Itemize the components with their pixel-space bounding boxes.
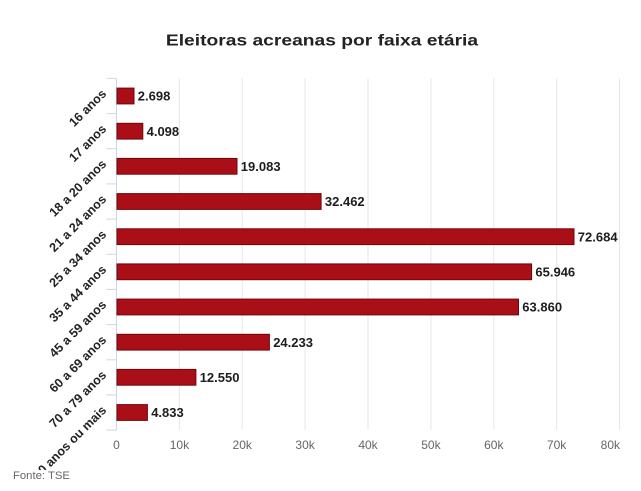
svg-text:24.233: 24.233 <box>273 335 313 350</box>
svg-text:0: 0 <box>113 438 120 452</box>
svg-text:40k: 40k <box>358 438 378 452</box>
svg-text:Eleitoras acreanas por faixa e: Eleitoras acreanas por faixa etária <box>166 31 478 49</box>
svg-text:60k: 60k <box>484 438 504 452</box>
svg-text:65.946: 65.946 <box>535 265 575 280</box>
svg-text:70k: 70k <box>547 438 567 452</box>
svg-text:10k: 10k <box>170 438 190 452</box>
svg-text:30k: 30k <box>295 438 315 452</box>
svg-text:50k: 50k <box>421 438 441 452</box>
svg-text:4.098: 4.098 <box>147 124 180 139</box>
svg-text:72.684: 72.684 <box>578 229 619 244</box>
svg-text:4.833: 4.833 <box>151 405 184 420</box>
svg-text:19.083: 19.083 <box>241 159 281 174</box>
svg-text:20k: 20k <box>233 438 253 452</box>
svg-text:2.698: 2.698 <box>138 89 171 104</box>
svg-text:80k: 80k <box>601 438 621 452</box>
svg-text:63.860: 63.860 <box>522 300 562 315</box>
svg-text:17 anos: 17 anos <box>66 122 109 165</box>
svg-text:12.550: 12.550 <box>200 370 240 385</box>
svg-text:16 anos: 16 anos <box>66 87 109 130</box>
svg-text:32.462: 32.462 <box>325 194 365 209</box>
